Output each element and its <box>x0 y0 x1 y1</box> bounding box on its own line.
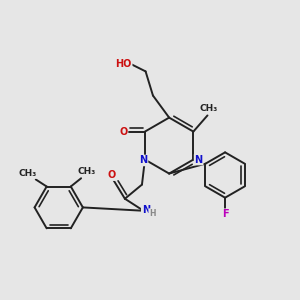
Text: N: N <box>140 155 148 166</box>
Text: CH₃: CH₃ <box>200 104 218 113</box>
Text: O: O <box>119 127 128 136</box>
Text: N: N <box>142 205 150 215</box>
Text: F: F <box>222 209 228 219</box>
Text: CH₃: CH₃ <box>78 167 96 176</box>
Text: O: O <box>107 170 116 180</box>
Text: CH₃: CH₃ <box>19 169 37 178</box>
Text: HO: HO <box>115 59 132 69</box>
Text: H: H <box>149 209 155 218</box>
Text: N: N <box>195 154 203 165</box>
